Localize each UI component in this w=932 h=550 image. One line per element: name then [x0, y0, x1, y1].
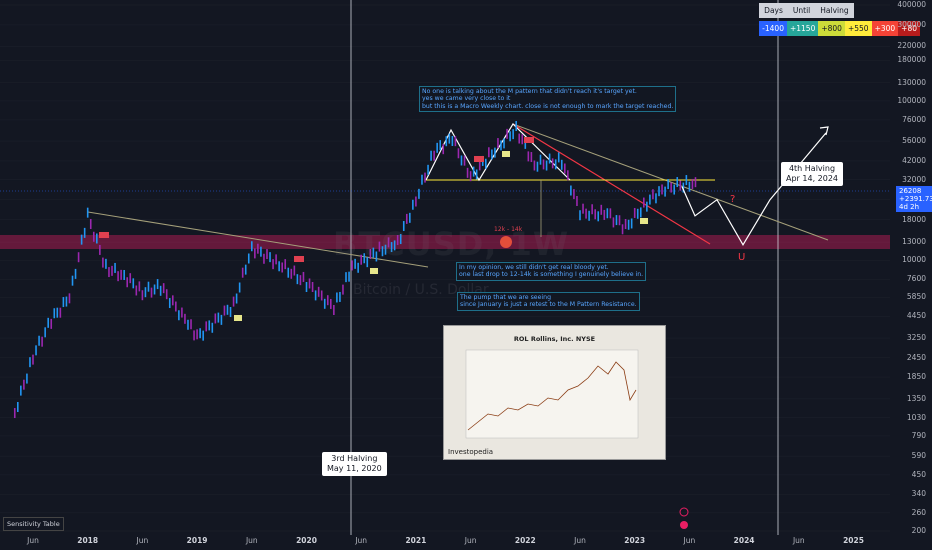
- projection-path: [681, 132, 827, 247]
- marker-green-1: [234, 315, 242, 321]
- y-tick-label: 2450: [906, 352, 926, 362]
- inset-title: ROL Rollins, Inc. NYSE: [513, 335, 596, 343]
- x-tick-label: 2021: [405, 536, 427, 545]
- y-tick-label: 1350: [906, 393, 926, 403]
- marker-green-3: [502, 151, 510, 157]
- sens-value-5: +300: [871, 21, 899, 36]
- x-tick-label: Jun: [355, 536, 368, 545]
- marker-red-2: [294, 256, 304, 262]
- y-tick-label: 7600: [906, 274, 926, 284]
- m-pattern: [425, 123, 571, 182]
- y-tick-label: 32000: [902, 174, 926, 184]
- y-tick-label: 450: [911, 469, 926, 479]
- event-icon-2[interactable]: [680, 521, 688, 529]
- halving-3-title: 3rd Halving: [331, 454, 378, 463]
- y-tick-label: 76000: [902, 114, 926, 124]
- sens-value-4: +550: [844, 21, 872, 36]
- y-tick-label: 180000: [897, 55, 926, 65]
- y-tick-label: 400000: [897, 0, 926, 9]
- sens-value-6: +80: [898, 21, 920, 36]
- projection-arrowhead: [819, 126, 829, 136]
- sensitivity-table-button[interactable]: Sensitivity Table: [3, 517, 64, 531]
- support-zone: [0, 235, 890, 249]
- marker-red-4: [524, 137, 534, 143]
- halving-4-label: 4th Halving Apr 14, 2024: [781, 162, 844, 186]
- y-tick-label: 220000: [897, 41, 926, 51]
- x-tick-label: Jun: [792, 536, 805, 545]
- current-price-tag: 26208 +2391.73k 4d 2h: [896, 186, 932, 212]
- y-tick-label: 42000: [902, 155, 926, 165]
- watermark-name: Bitcoin / U.S. Dollar: [353, 282, 489, 298]
- x-tick-label: Jun: [683, 536, 696, 545]
- y-tick-label: 590: [911, 451, 926, 461]
- bar-countdown: 4d 2h: [899, 203, 920, 211]
- y-tick-label: 340: [911, 489, 926, 499]
- x-tick-label: Jun: [27, 536, 39, 545]
- x-tick-label: Jun: [464, 536, 477, 545]
- red-trendline: [512, 123, 711, 245]
- y-tick-label: 18000: [902, 214, 926, 224]
- x-tick-label: 2022: [514, 536, 536, 545]
- target-range-label: 12k - 14k: [494, 226, 523, 233]
- m-pattern-note: No one is talking about the M pattern th…: [419, 86, 677, 113]
- watermark-symbol: BTCUSD, 1W: [333, 225, 570, 263]
- y-tick-label: 200: [911, 526, 926, 535]
- y-tick-label: 130000: [897, 77, 926, 87]
- y-tick-label: 13000: [902, 237, 926, 247]
- marker-red-1: [99, 232, 109, 238]
- inset-chart: [465, 349, 639, 439]
- x-tick-label: 2018: [77, 536, 99, 545]
- x-tick-label: 2019: [186, 536, 208, 545]
- x-tick-label: 2024: [733, 536, 755, 545]
- x-tick-label: Jun: [574, 536, 586, 545]
- magnet-icon: U: [738, 252, 745, 263]
- marker-red-3: [474, 156, 484, 162]
- halving-3-date: May 11, 2020: [327, 464, 382, 473]
- price-change: +2391.73k: [899, 195, 932, 203]
- event-icon-1[interactable]: [679, 507, 689, 517]
- question-mark: ?: [730, 194, 735, 205]
- sensitivity-table: Days Until Halving -1400 +1150 +800 +550…: [759, 3, 920, 36]
- sens-value-3: +800: [818, 21, 845, 36]
- y-tick-label: 10000: [902, 255, 926, 265]
- x-tick-label: 2023: [624, 536, 646, 545]
- sens-value-2: +1150: [786, 21, 819, 36]
- y-tick-label: 260: [911, 507, 926, 517]
- y-tick-label: 790: [911, 430, 926, 440]
- opinion-note: In my opinion, we still didn't get real …: [456, 262, 647, 281]
- y-tick-label: 4450: [906, 311, 926, 321]
- sens-header-halving: Halving: [815, 3, 854, 18]
- sens-header-until: Until: [787, 3, 816, 18]
- x-tick-label: Jun: [136, 536, 149, 545]
- marker-green-2: [370, 268, 378, 274]
- y-tick-label: 3250: [906, 333, 926, 343]
- y-tick-label: 1850: [906, 372, 926, 382]
- halving-3-label: 3rd Halving May 11, 2020: [322, 452, 387, 476]
- y-tick-label: 100000: [897, 95, 926, 105]
- target-badge: [500, 236, 512, 248]
- y-tick-label: 1030: [906, 412, 926, 422]
- x-tick-label: 2020: [296, 536, 317, 545]
- y-tick-label: 300000: [897, 19, 926, 29]
- sens-value-1: -1400: [759, 21, 787, 36]
- y-tick-label: 5850: [906, 292, 926, 302]
- pump-note: The pump that we are seeing since Januar…: [457, 292, 640, 311]
- y-tick-label: 56000: [902, 136, 926, 146]
- x-tick-label: 2025: [843, 536, 864, 545]
- inset-image: ROL Rollins, Inc. NYSE Investopedia: [443, 325, 666, 460]
- trendline-macro: [87, 211, 429, 268]
- marker-green-4: [640, 218, 648, 224]
- current-price: 26208: [899, 187, 922, 195]
- halving-4-date: Apr 14, 2024: [786, 174, 839, 183]
- trendline-m: [512, 123, 829, 241]
- halving-4-title: 4th Halving: [788, 164, 836, 173]
- price-series: [13, 120, 697, 419]
- sens-header-days: Days: [759, 3, 788, 18]
- inset-footer: Investopedia: [448, 448, 494, 456]
- x-tick-label: Jun: [245, 536, 258, 545]
